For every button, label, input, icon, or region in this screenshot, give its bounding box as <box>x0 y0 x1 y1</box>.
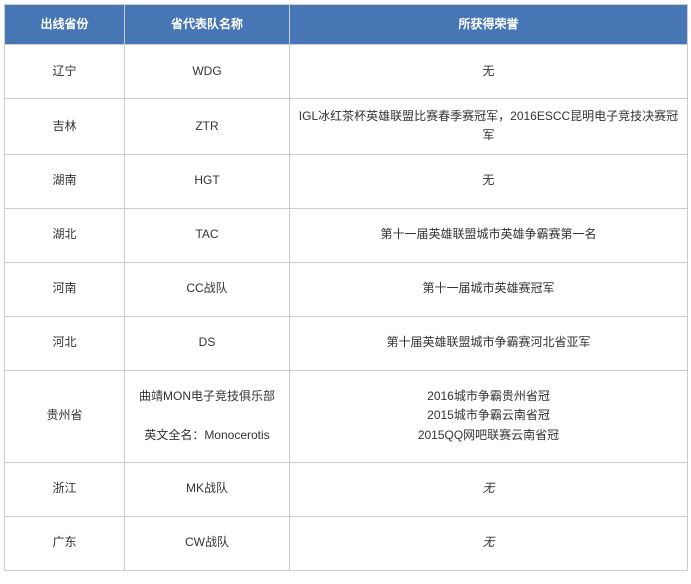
cell-province: 吉林 <box>5 99 125 154</box>
header-team: 省代表队名称 <box>125 5 290 45</box>
teams-table: 出线省份 省代表队名称 所获得荣誉 辽宁WDG无吉林ZTRIGL冰红茶杯英雄联盟… <box>4 4 688 571</box>
header-province: 出线省份 <box>5 5 125 45</box>
cell-team: 曲靖MON电子竞技俱乐部 英文全名：Monocerotis <box>125 370 290 462</box>
cell-honor: 无 <box>290 154 688 208</box>
cell-province: 湖北 <box>5 208 125 262</box>
cell-province: 贵州省 <box>5 370 125 462</box>
table-header-row: 出线省份 省代表队名称 所获得荣誉 <box>5 5 688 45</box>
table-row: 吉林ZTRIGL冰红茶杯英雄联盟比赛春季赛冠军，2016ESCC昆明电子竞技决赛… <box>5 99 688 154</box>
cell-province: 湖南 <box>5 154 125 208</box>
cell-team: MK战队 <box>125 462 290 516</box>
table-row: 河北DS第十届英雄联盟城市争霸赛河北省亚军 <box>5 316 688 370</box>
cell-honor: 2016城市争霸贵州省冠 2015城市争霸云南省冠 2015QQ网吧联赛云南省冠 <box>290 370 688 462</box>
table-row: 广东CW战队无 <box>5 516 688 570</box>
cell-team: DS <box>125 316 290 370</box>
cell-team: CW战队 <box>125 516 290 570</box>
cell-team: WDG <box>125 45 290 99</box>
cell-team: ZTR <box>125 99 290 154</box>
cell-province: 辽宁 <box>5 45 125 99</box>
cell-team: HGT <box>125 154 290 208</box>
cell-honor: 无 <box>290 45 688 99</box>
cell-province: 广东 <box>5 516 125 570</box>
cell-team: TAC <box>125 208 290 262</box>
cell-province: 河南 <box>5 262 125 316</box>
table-row: 湖北TAC第十一届英雄联盟城市英雄争霸赛第一名 <box>5 208 688 262</box>
cell-province: 浙江 <box>5 462 125 516</box>
cell-honor: 无 <box>290 516 688 570</box>
cell-honor: 第十一届城市英雄赛冠军 <box>290 262 688 316</box>
table-row: 辽宁WDG无 <box>5 45 688 99</box>
cell-honor: 第十届英雄联盟城市争霸赛河北省亚军 <box>290 316 688 370</box>
cell-honor: 第十一届英雄联盟城市英雄争霸赛第一名 <box>290 208 688 262</box>
cell-honor: IGL冰红茶杯英雄联盟比赛春季赛冠军，2016ESCC昆明电子竞技决赛冠军 <box>290 99 688 154</box>
header-honor: 所获得荣誉 <box>290 5 688 45</box>
table-row: 贵州省曲靖MON电子竞技俱乐部 英文全名：Monocerotis2016城市争霸… <box>5 370 688 462</box>
cell-team: CC战队 <box>125 262 290 316</box>
cell-honor: 无 <box>290 462 688 516</box>
table-row: 浙江MK战队无 <box>5 462 688 516</box>
cell-province: 河北 <box>5 316 125 370</box>
table-row: 河南CC战队第十一届城市英雄赛冠军 <box>5 262 688 316</box>
table-row: 湖南HGT无 <box>5 154 688 208</box>
